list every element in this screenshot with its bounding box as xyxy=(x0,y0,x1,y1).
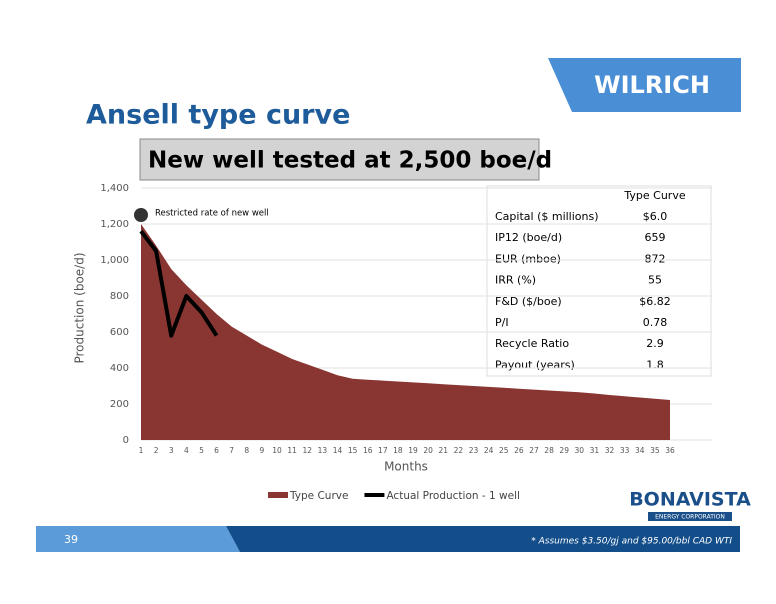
x-tick-label: 31 xyxy=(590,446,600,455)
x-tick-label: 7 xyxy=(229,446,234,455)
y-tick-label: 200 xyxy=(110,399,129,410)
banner-text: New well tested at 2,500 boe/d xyxy=(148,148,552,174)
actual-production-line xyxy=(139,229,219,338)
x-tick-label: 22 xyxy=(454,446,464,455)
x-tick-label: 10 xyxy=(272,446,282,455)
logo-name: BONAVISTA xyxy=(629,489,751,511)
x-tick-label: 16 xyxy=(363,446,373,455)
x-tick-label: 32 xyxy=(605,446,615,455)
type-curve-area xyxy=(141,224,670,440)
x-tick-label: 20 xyxy=(423,446,433,455)
table-row-label: P/I xyxy=(495,316,509,329)
x-axis-label: Months xyxy=(384,460,428,474)
table-row-value: $6.0 xyxy=(643,210,668,223)
x-tick-label: 9 xyxy=(260,446,265,455)
x-tick-label: 26 xyxy=(514,446,524,455)
slide-title: Ansell type curve xyxy=(86,100,350,131)
y-tick-label: 0 xyxy=(123,435,129,446)
x-tick-label: 30 xyxy=(575,446,585,455)
table-row-value: 55 xyxy=(648,274,662,287)
footnote: * Assumes $3.50/gj and $95.00/bbl CAD WT… xyxy=(531,537,732,547)
x-tick-label: 11 xyxy=(287,446,297,455)
table-row-value: 659 xyxy=(645,231,666,244)
y-axis-label: Production (boe/d) xyxy=(73,252,87,363)
x-tick-label: 24 xyxy=(484,446,494,455)
table-row-label: IRR (%) xyxy=(495,274,536,287)
x-tick-label: 18 xyxy=(393,446,403,455)
table-row-value: 0.78 xyxy=(643,316,668,329)
x-tick-label: 29 xyxy=(559,446,569,455)
y-tick-label: 800 xyxy=(110,291,129,302)
x-tick-label: 19 xyxy=(408,446,418,455)
table: Type Curve Capital ($ millions) $6.0 IP12 … xyxy=(486,185,712,377)
x-tick-label: 6 xyxy=(214,446,219,455)
y-tick-label: 1,200 xyxy=(100,219,129,230)
x-tick-label: 13 xyxy=(318,446,328,455)
x-tick-label: 17 xyxy=(378,446,388,455)
annotation-text: Restricted rate of new well xyxy=(155,209,269,219)
footer-left xyxy=(36,526,240,552)
x-tick-label: 4 xyxy=(184,446,189,455)
table-row-value: $6.82 xyxy=(639,295,671,308)
banner-box xyxy=(139,138,540,181)
x-tick-label: 36 xyxy=(665,446,675,455)
x-tick-label: 27 xyxy=(529,446,539,455)
x-tick-label: 28 xyxy=(544,446,554,455)
x-tick-label: 33 xyxy=(620,446,630,455)
legend-label: Actual Production - 1 well xyxy=(386,490,519,502)
table-row-label: Recycle Ratio xyxy=(495,337,569,350)
x-tick-label: 1 xyxy=(139,446,144,455)
logo-bar xyxy=(648,512,732,521)
x-tick-label: 3 xyxy=(169,446,174,455)
legend-swatch xyxy=(268,492,288,498)
x-tick-label: 12 xyxy=(302,446,312,455)
x-tick-label: 2 xyxy=(154,446,159,455)
x-tick-label: 21 xyxy=(439,446,449,455)
x-tick-label: 23 xyxy=(469,446,479,455)
table-row-value: 2.9 xyxy=(646,337,664,350)
legend-label: Type Curve xyxy=(289,490,348,502)
y-tick-label: 1,000 xyxy=(100,255,129,266)
table-row-label: EUR (mboe) xyxy=(495,252,561,265)
annotation-dot xyxy=(134,208,148,222)
y-tick-label: 600 xyxy=(110,327,129,338)
x-tick-label: 5 xyxy=(199,446,204,455)
logo-tagline: ENERGY CORPORATION xyxy=(655,514,725,521)
y-tick-label: 1,400 xyxy=(100,183,129,194)
x-tick-label: 15 xyxy=(348,446,358,455)
table-row-value: 1.8 xyxy=(646,358,664,371)
table-row-label: IP12 (boe/d) xyxy=(495,231,562,244)
x-tick-label: 25 xyxy=(499,446,509,455)
table-row-label: Payout (years) xyxy=(495,358,575,371)
table-row-label: Capital ($ millions) xyxy=(495,210,599,223)
table-row-label: F&D ($/boe) xyxy=(495,295,562,308)
brand: WILRICH xyxy=(594,71,710,99)
x-tick-label: 14 xyxy=(333,446,343,455)
legend: Type Curve Actual Production - 1 well xyxy=(268,490,520,502)
brand-banner xyxy=(548,58,741,112)
table-header: Type Curve xyxy=(623,189,685,202)
x-tick-label: 8 xyxy=(244,446,249,455)
page-number: 39 xyxy=(64,533,78,546)
table-box xyxy=(486,185,712,377)
y-tick-label: 400 xyxy=(110,363,129,374)
x-tick-label: 34 xyxy=(635,446,645,455)
table-row-value: 872 xyxy=(645,252,666,265)
footer-right xyxy=(226,526,740,552)
x-tick-label: 35 xyxy=(650,446,660,455)
